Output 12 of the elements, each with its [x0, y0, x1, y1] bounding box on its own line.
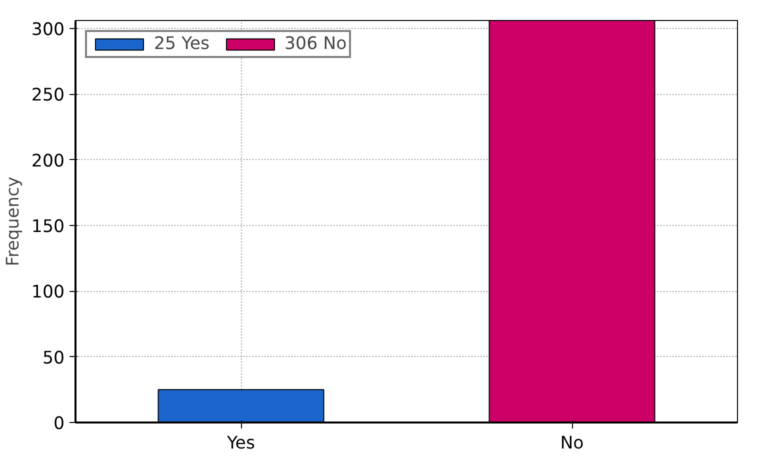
y-tick-label: 250 [31, 86, 65, 106]
legend-label: 25 Yes [154, 34, 210, 54]
y-tick-label: 100 [31, 282, 65, 303]
x-tick-label: Yes [226, 434, 255, 454]
y-axis-title: Frequency [3, 176, 24, 266]
y-tick-label: 0 [53, 414, 65, 434]
x-tick-label: No [560, 434, 584, 454]
y-tick-label: 200 [31, 151, 65, 172]
y-tick-label: 300 [31, 20, 65, 40]
y-tick-label: 50 [42, 348, 65, 368]
legend-label: 306 No [284, 34, 347, 54]
y-tick-label: 150 [31, 216, 65, 237]
